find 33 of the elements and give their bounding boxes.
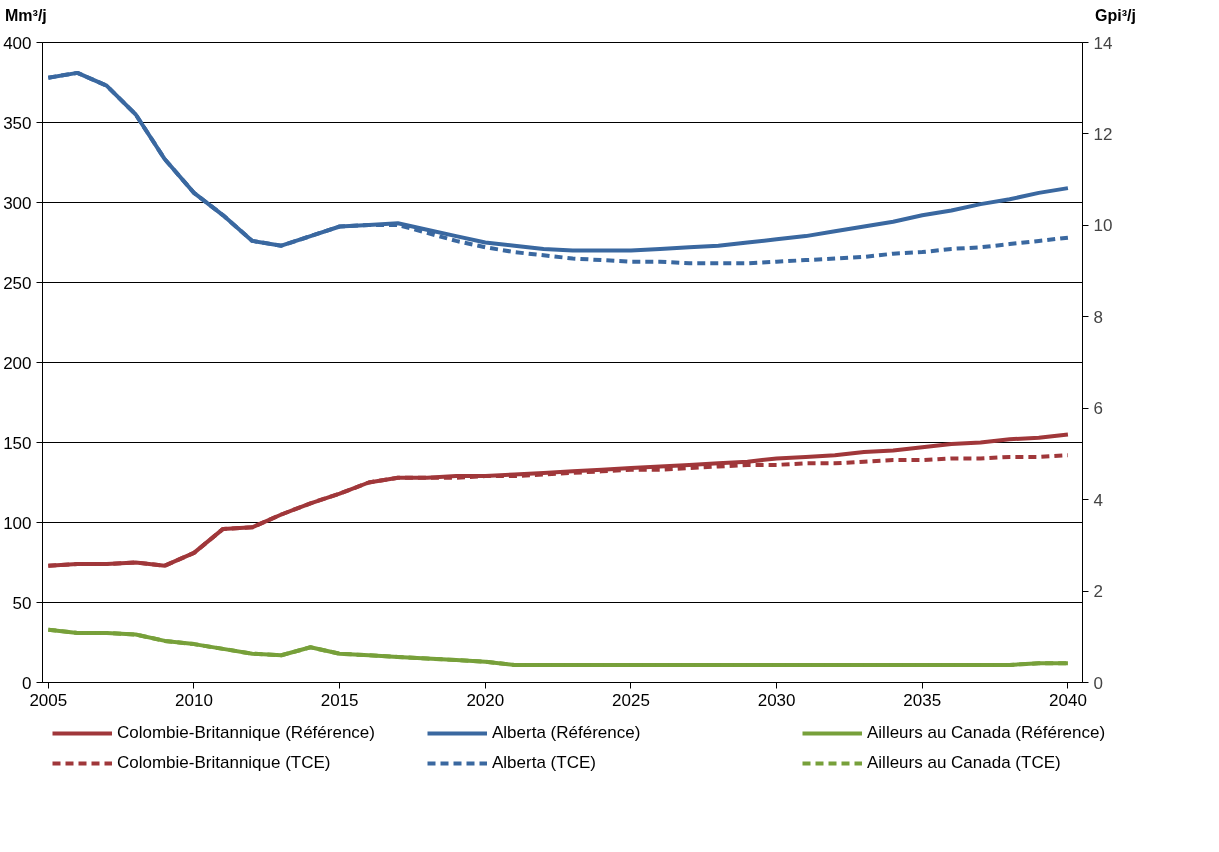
legend-label: Ailleurs au Canada (TCE) xyxy=(867,753,1062,773)
y-tick-label: 200 xyxy=(3,353,32,373)
y-tick-label: 0 xyxy=(22,673,32,693)
x-tick-label: 2010 xyxy=(175,690,213,710)
x-tick-label: 2020 xyxy=(466,690,505,710)
y2-tick-label: 6 xyxy=(1093,399,1103,419)
y-tick-label: 400 xyxy=(3,33,32,53)
y-tick-label: 150 xyxy=(3,433,32,453)
y2-tick-label: 0 xyxy=(1093,673,1103,693)
y-tick-label: 250 xyxy=(3,273,32,293)
legend-label: Colombie-Britannique (TCE) xyxy=(117,753,332,773)
x-tick-label: 2015 xyxy=(320,690,359,710)
y2-axis-title: Gpi³/j xyxy=(1095,6,1136,26)
y2-tick-label: 2 xyxy=(1093,582,1103,602)
y2-tick-label: 14 xyxy=(1093,33,1113,53)
x-tick-label: 2030 xyxy=(757,690,796,710)
legend-label: Alberta (Référence) xyxy=(492,723,642,743)
y-tick-label: 350 xyxy=(3,113,32,133)
y2-tick-label: 4 xyxy=(1093,490,1103,510)
y-tick-label: 50 xyxy=(12,593,32,613)
legend-label: Alberta (TCE) xyxy=(492,753,597,773)
legend-label: Colombie-Britannique (Référence) xyxy=(117,723,376,743)
legend-label: Ailleurs au Canada (Référence) xyxy=(867,723,1107,743)
y-tick-label: 300 xyxy=(3,193,32,213)
x-tick-label: 2005 xyxy=(29,690,68,710)
x-tick-label: 2025 xyxy=(612,690,650,710)
x-tick-label: 2035 xyxy=(903,690,942,710)
y2-tick-label: 10 xyxy=(1093,216,1113,236)
y2-tick-label: 8 xyxy=(1093,307,1103,327)
y-axis-title: Mm³/j xyxy=(5,6,47,26)
y-tick-label: 100 xyxy=(3,513,32,533)
y2-tick-label: 12 xyxy=(1093,124,1113,144)
x-tick-label: 2040 xyxy=(1049,690,1087,710)
